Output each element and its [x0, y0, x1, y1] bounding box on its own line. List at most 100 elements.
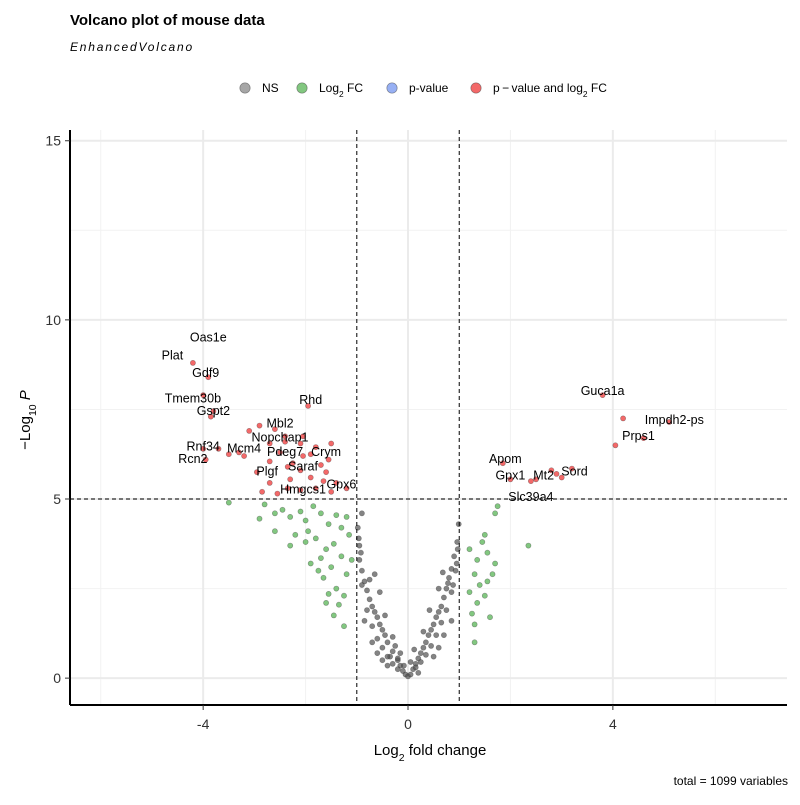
- data-point: [389, 648, 396, 655]
- gene-label: Crym: [311, 445, 341, 459]
- data-point: [205, 374, 212, 381]
- gene-label: Gspt2: [197, 404, 230, 418]
- data-point: [371, 571, 378, 578]
- data-point: [620, 415, 626, 422]
- y-tick-label: 15: [45, 133, 61, 149]
- data-point: [307, 474, 314, 481]
- data-point: [435, 644, 442, 651]
- data-point: [330, 540, 337, 547]
- data-point: [271, 528, 278, 535]
- data-point: [420, 628, 427, 635]
- data-point: [325, 521, 332, 527]
- data-point: [356, 557, 363, 563]
- data-point: [333, 585, 340, 592]
- data-point: [317, 462, 324, 468]
- caption: total = 1099 variables: [674, 774, 788, 788]
- data-point: [479, 539, 486, 545]
- data-point: [253, 469, 260, 475]
- data-point: [569, 465, 575, 472]
- gene-label: Gpx6: [326, 477, 356, 491]
- data-point: [376, 621, 383, 628]
- data-point: [266, 479, 273, 486]
- data-point: [369, 603, 376, 610]
- data-point: [315, 567, 322, 574]
- data-point: [450, 582, 456, 588]
- data-point: [305, 402, 311, 409]
- data-point: [292, 531, 299, 538]
- data-point: [297, 440, 304, 447]
- gene-label: Sord: [561, 465, 587, 479]
- x-tick-label: 0: [404, 716, 412, 732]
- data-point: [297, 508, 304, 515]
- data-point: [422, 639, 429, 646]
- data-points: [189, 359, 673, 680]
- y-tick-label: 10: [45, 312, 61, 328]
- data-point: [533, 476, 539, 483]
- data-point: [358, 567, 365, 574]
- gene-label: Impdh2-ps: [645, 413, 704, 427]
- data-point: [407, 659, 414, 665]
- gene-label: Plat: [162, 348, 184, 362]
- data-point: [400, 662, 407, 669]
- data-point: [210, 408, 217, 415]
- gene-label: Rhd: [299, 393, 322, 407]
- data-point: [338, 553, 345, 560]
- data-point: [364, 607, 370, 613]
- data-point: [384, 639, 391, 646]
- data-point: [256, 515, 263, 522]
- gene-label: Rnf34: [187, 440, 220, 454]
- data-point: [333, 512, 340, 518]
- data-point: [236, 449, 242, 456]
- data-point: [279, 506, 286, 513]
- data-point: [335, 601, 342, 608]
- data-point: [320, 478, 327, 484]
- data-point: [474, 600, 481, 606]
- x-tick-label: -4: [197, 716, 210, 732]
- data-point: [287, 514, 294, 520]
- data-point: [323, 546, 329, 553]
- gene-label: Mbl2: [266, 416, 293, 430]
- data-point: [297, 467, 304, 474]
- data-point: [666, 419, 673, 425]
- data-point: [343, 485, 350, 492]
- data-point: [420, 644, 427, 651]
- data-point: [338, 524, 345, 531]
- data-point: [300, 433, 306, 440]
- data-point: [474, 557, 481, 563]
- data-point: [548, 467, 555, 474]
- data-point: [481, 531, 488, 538]
- data-point: [392, 643, 399, 649]
- data-point: [471, 621, 478, 628]
- data-point: [438, 619, 445, 626]
- data-point: [259, 488, 265, 495]
- data-point: [302, 517, 309, 524]
- data-point: [271, 510, 278, 517]
- data-point: [207, 413, 214, 420]
- data-point: [305, 528, 311, 535]
- data-point: [317, 510, 324, 517]
- gene-label: Slc39a4: [508, 490, 553, 504]
- data-point: [266, 458, 273, 465]
- data-point: [202, 456, 209, 463]
- data-point: [428, 626, 434, 633]
- data-point: [284, 463, 291, 470]
- data-point: [443, 585, 450, 592]
- data-point: [489, 571, 496, 578]
- cutoff-lines: [70, 130, 787, 705]
- data-point: [274, 490, 281, 497]
- data-point: [415, 669, 422, 676]
- data-point: [492, 510, 498, 517]
- data-point: [341, 592, 347, 599]
- data-point: [412, 664, 419, 671]
- data-point: [323, 469, 329, 475]
- data-point: [358, 510, 365, 517]
- gene-label: Plgf: [256, 465, 278, 479]
- data-point: [357, 549, 364, 556]
- gene-label: Oas1e: [190, 330, 227, 344]
- data-point: [361, 617, 368, 624]
- data-point: [417, 650, 424, 656]
- data-point: [471, 571, 478, 578]
- data-point: [433, 632, 440, 638]
